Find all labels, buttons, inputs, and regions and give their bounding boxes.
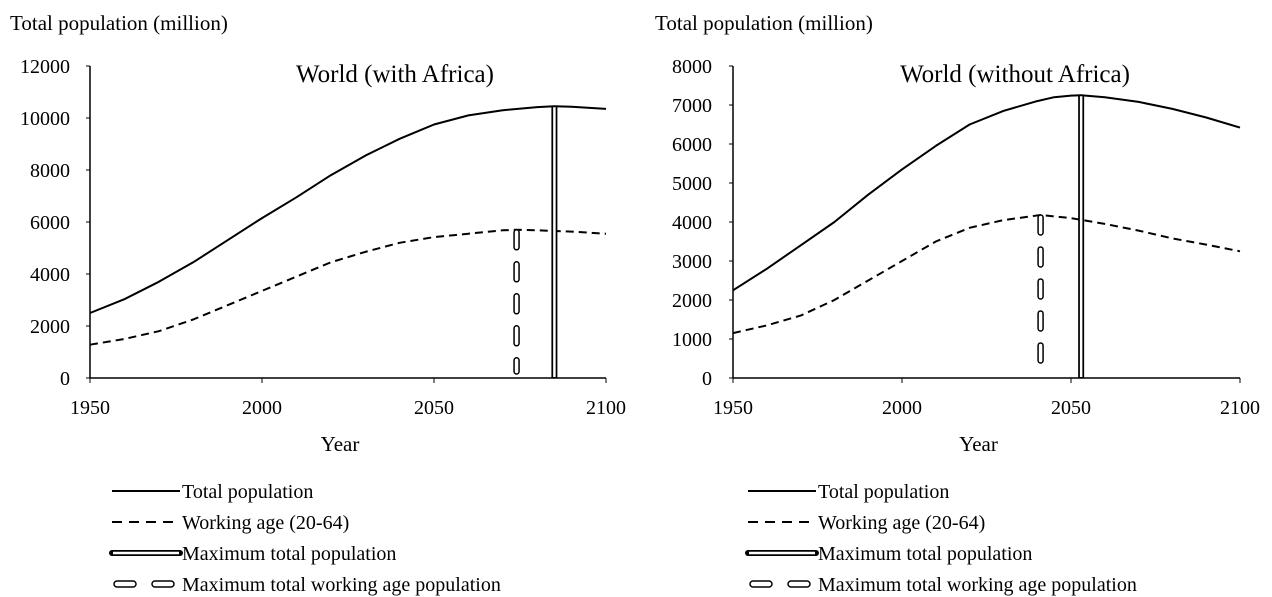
y-axis-title: Total population (million) <box>10 11 228 35</box>
x-tick-label: 2000 <box>242 397 282 419</box>
y-tick-label: 1000 <box>672 329 712 351</box>
y-tick-label: 12000 <box>20 56 70 78</box>
series-line-total-population <box>732 94 1241 292</box>
y-tick-label: 2000 <box>672 290 712 312</box>
series-line-total-population <box>89 105 607 314</box>
x-tick-label: 1950 <box>70 397 110 419</box>
legend-label: Maximum total working age population <box>182 574 501 596</box>
y-axis-title: Total population (million) <box>655 11 873 35</box>
legend-label: Working age (20-64) <box>818 512 985 534</box>
series-line-working-age <box>732 214 1241 335</box>
x-axis-title: Year <box>321 432 360 456</box>
legend-item: Maximum total working age population <box>749 574 1137 596</box>
y-tick-label: 7000 <box>672 95 712 117</box>
chart-title: World (without Africa) <box>900 61 1130 88</box>
legend-label: Working age (20-64) <box>182 512 349 534</box>
x-tick-label: 2100 <box>586 397 626 419</box>
y-tick-label: 4000 <box>672 212 712 234</box>
legend-item: Maximum total working age population <box>113 574 501 596</box>
x-tick-label: 2000 <box>882 397 922 419</box>
maximum-working-age-marker <box>513 229 520 375</box>
y-tick-label: 8000 <box>30 160 70 182</box>
legend-item: Maximum total population <box>109 543 396 565</box>
y-tick-label: 0 <box>60 368 70 390</box>
chart-panel-2: Total population (million) 0 1000 2000 3000 4… <box>655 11 1260 596</box>
x-tick-label: 2050 <box>1051 397 1091 419</box>
x-tick-label: 2050 <box>414 397 454 419</box>
legend-label: Maximum total population <box>182 543 396 565</box>
y-tick-label: 3000 <box>672 251 712 273</box>
legend-item: Total population <box>748 481 949 503</box>
y-tick-label: 4000 <box>30 264 70 286</box>
x-tick-label: 1950 <box>713 397 753 419</box>
x-axis-title: Year <box>959 432 998 456</box>
y-tick-label: 6000 <box>672 134 712 156</box>
legend-label: Total population <box>182 481 313 503</box>
series-line-working-age <box>89 228 607 346</box>
y-tick-label: 10000 <box>20 108 70 130</box>
chart-title: World (with Africa) <box>296 61 494 88</box>
maximum-working-age-marker <box>1037 214 1044 364</box>
y-tick-label: 2000 <box>30 316 70 338</box>
chart-panel-1: Total population (million) 0 2000 4000 6000 8… <box>10 11 626 596</box>
legend-label: Maximum total population <box>818 543 1032 565</box>
legend-item: Total population <box>112 481 313 503</box>
legend-item: Working age (20-64) <box>112 512 349 534</box>
y-tick-label: 0 <box>702 368 712 390</box>
legend-label: Total population <box>818 481 949 503</box>
legend-item: Working age (20-64) <box>748 512 985 534</box>
legend-item: Maximum total population <box>745 543 1032 565</box>
y-tick-label: 6000 <box>30 212 70 234</box>
legend-label: Maximum total working age population <box>818 574 1137 596</box>
y-tick-label: 5000 <box>672 173 712 195</box>
y-tick-label: 8000 <box>672 56 712 78</box>
x-tick-label: 2100 <box>1220 397 1260 419</box>
